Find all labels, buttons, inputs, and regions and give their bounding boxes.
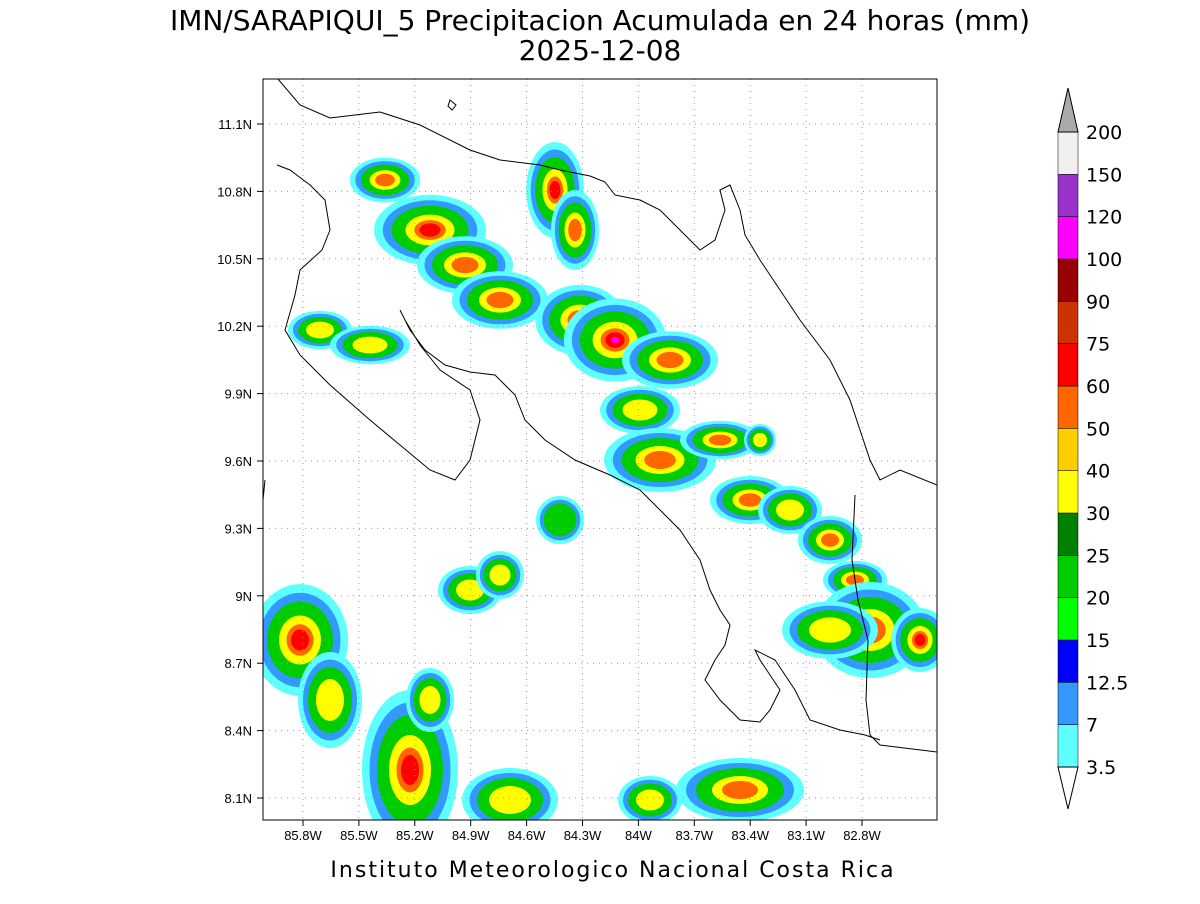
precip-area [419, 223, 441, 237]
colorbar-label: 7 [1086, 715, 1098, 737]
colorbar-swatch [1057, 428, 1079, 471]
colorbar-label: 60 [1086, 376, 1110, 398]
lon-tick-label: 83.4W [731, 828, 769, 843]
precip-area [738, 493, 762, 507]
colorbar-label: 150 [1086, 164, 1122, 186]
colorbar-label: 90 [1086, 291, 1110, 313]
colorbar-swatch [1057, 131, 1079, 175]
precip-area [656, 351, 684, 369]
precip-area [316, 679, 344, 721]
precip-area [722, 781, 758, 799]
colorbar-label: 3.5 [1086, 757, 1116, 779]
precip-area [419, 686, 441, 714]
precip-area [456, 579, 484, 601]
colorbar-swatch [1057, 174, 1079, 217]
lat-tick-label: 9.6N [225, 454, 252, 469]
precip-area [291, 629, 309, 651]
colorbar-label: 12.5 [1086, 672, 1128, 694]
precip-area [914, 634, 926, 646]
colorbar-swatch [1057, 555, 1079, 598]
precip-area [375, 173, 395, 187]
grid [263, 79, 937, 820]
colorbar-swatch [1057, 343, 1079, 387]
precip-area [568, 218, 582, 242]
lon-tick-label: 85.5W [340, 828, 378, 843]
precip-area [451, 256, 479, 274]
lon-tick-label: 84.3W [564, 828, 602, 843]
precip-area [549, 181, 561, 199]
precip-area [486, 291, 514, 309]
colorbar-swatch [1057, 470, 1079, 514]
colorbar-label: 20 [1086, 588, 1110, 610]
lat-tick-label: 9.9N [225, 387, 252, 402]
colorbar-swatch [1057, 216, 1079, 260]
coastline [263, 79, 937, 753]
lat-tick-label: 9.3N [225, 521, 252, 536]
colorbar-swatch [1057, 258, 1079, 302]
precip-area [306, 321, 334, 339]
precip-area [543, 503, 577, 537]
colorbar-label: 120 [1086, 207, 1122, 229]
precip-area [352, 336, 388, 354]
colorbar-swatch [1057, 385, 1079, 429]
map-frame [262, 78, 938, 821]
colorbar-swatch [1057, 639, 1079, 683]
colorbar: 3.5 7 12.5 15 20 25 30 40 50 60 75 90 100 120 150 200 [1057, 87, 1128, 810]
lon-tick-label: 82.8W [843, 828, 881, 843]
colorbar-label: 50 [1086, 418, 1110, 440]
precip-area [401, 755, 419, 785]
title: IMN/SARAPIQUI_5 Precipitacion Acumulada … [170, 4, 1030, 37]
colorbar-swatch [1057, 301, 1079, 344]
lat-tick-label: 10.5N [217, 252, 252, 267]
precip-area [809, 617, 851, 643]
colorbar-under [1057, 766, 1079, 810]
precip-area [489, 786, 531, 814]
colorbar-swatch [1057, 512, 1079, 556]
lon-tick-label: 84W [625, 828, 652, 843]
precip-area [644, 451, 676, 469]
colorbar-label: 200 [1086, 122, 1122, 144]
colorbar-label: 100 [1086, 249, 1122, 271]
colorbar-label: 30 [1086, 503, 1110, 525]
lat-tick-label: 9N [235, 589, 252, 604]
lon-tick-label: 83.7W [676, 828, 714, 843]
colorbar-label: 75 [1086, 334, 1110, 356]
lon-tick-label: 84.9W [452, 828, 490, 843]
colorbar-over [1057, 87, 1079, 133]
colorbar-swatch [1057, 724, 1079, 768]
colorbar-swatch [1057, 597, 1079, 641]
colorbar-label: 25 [1086, 545, 1110, 567]
precip-area [776, 499, 804, 521]
precip-area [821, 533, 839, 547]
lon-tick-label: 84.6W [508, 828, 546, 843]
precip-area [636, 789, 664, 811]
date: 2025-12-08 [519, 34, 682, 67]
precip-field [263, 142, 937, 820]
lon-tick-label: 85.2W [396, 828, 434, 843]
lat-tick-label: 11.1N [218, 117, 252, 132]
precip-area [489, 564, 511, 586]
lat-tick-label: 8.7N [225, 656, 252, 671]
lat-tick-label: 10.8N [217, 184, 252, 199]
colorbar-label: 40 [1086, 461, 1110, 483]
precip-area [622, 399, 658, 421]
lon-tick-label: 85.8W [284, 828, 322, 843]
lat-tick-label: 8.4N [225, 724, 252, 739]
colorbar-label: 15 [1086, 630, 1110, 652]
lat-tick-label: 8.1N [225, 791, 252, 806]
footer: Instituto Meteorologico Nacional Costa R… [330, 858, 895, 883]
lon-tick-label: 83.1W [787, 828, 825, 843]
precip-area [708, 434, 732, 446]
lat-tick-label: 10.2N [217, 319, 252, 334]
precip-area [611, 336, 619, 344]
colorbar-swatch [1057, 682, 1079, 725]
precip-area [753, 433, 767, 447]
axis-labels: 85.8W 85.5W 85.2W 84.9W 84.6W 84.3W 84W 83.7W 83… [217, 117, 881, 843]
